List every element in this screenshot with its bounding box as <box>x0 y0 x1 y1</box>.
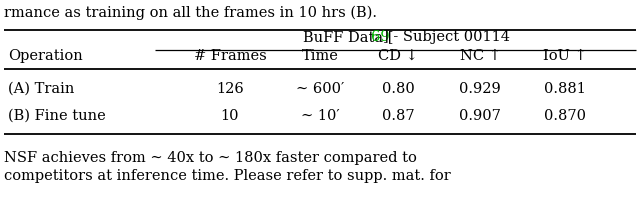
Text: 0.87: 0.87 <box>381 109 414 123</box>
Text: ] - Subject 00114: ] - Subject 00114 <box>383 30 510 44</box>
Text: NSF achieves from ∼ 40x to ∼ 180x faster compared to: NSF achieves from ∼ 40x to ∼ 180x faster… <box>4 151 417 165</box>
Text: 0.881: 0.881 <box>544 82 586 96</box>
Text: (B) Fine tune: (B) Fine tune <box>8 109 106 123</box>
Text: 0.870: 0.870 <box>544 109 586 123</box>
Text: competitors at inference time. Please refer to supp. mat. for: competitors at inference time. Please re… <box>4 169 451 183</box>
Text: BuFF Data [: BuFF Data [ <box>303 30 394 44</box>
Text: IoU ↑: IoU ↑ <box>543 49 587 63</box>
Text: Operation: Operation <box>8 49 83 63</box>
Text: 126: 126 <box>216 82 244 96</box>
Text: 69: 69 <box>371 30 390 44</box>
Text: 0.929: 0.929 <box>459 82 501 96</box>
Text: CD ↓: CD ↓ <box>378 49 418 63</box>
Text: ∼ 10′: ∼ 10′ <box>301 109 339 123</box>
Text: (A) Train: (A) Train <box>8 82 74 96</box>
Text: 10: 10 <box>221 109 239 123</box>
Text: # Frames: # Frames <box>194 49 266 63</box>
Text: 0.80: 0.80 <box>381 82 414 96</box>
Text: Time: Time <box>301 49 339 63</box>
Text: NC ↑: NC ↑ <box>460 49 500 63</box>
Text: rmance as training on all the frames in 10 hrs (B).: rmance as training on all the frames in … <box>4 6 377 20</box>
Text: 0.907: 0.907 <box>459 109 501 123</box>
Text: ∼ 600′: ∼ 600′ <box>296 82 344 96</box>
